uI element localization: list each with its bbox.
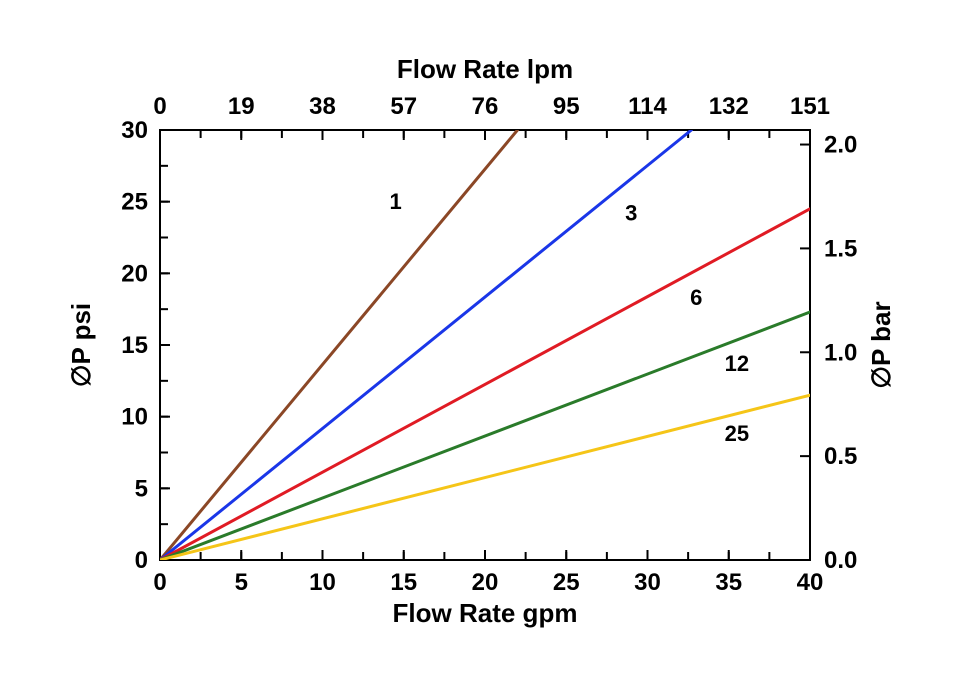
series-label-6: 6 — [690, 285, 702, 310]
x-top-tick-label: 132 — [709, 93, 749, 120]
y-right-title: ∅P bar — [866, 301, 896, 388]
y-left-tick-label: 10 — [121, 404, 148, 431]
x-bottom-tick-label: 25 — [553, 569, 580, 596]
x-top-tick-label: 76 — [472, 93, 499, 120]
y-left-tick-label: 25 — [121, 189, 148, 216]
chart-container: 0510152025303540Flow Rate gpm01938577695… — [0, 0, 954, 678]
x-top-tick-label: 57 — [390, 93, 417, 120]
y-left-tick-label: 20 — [121, 260, 148, 287]
y-right-tick-label: 1.5 — [824, 235, 857, 262]
x-top-tick-label: 19 — [228, 93, 255, 120]
y-right-tick-label: 0.0 — [824, 547, 857, 574]
x-bottom-tick-label: 20 — [472, 569, 499, 596]
x-bottom-tick-label: 15 — [390, 569, 417, 596]
x-bottom-tick-label: 40 — [797, 569, 824, 596]
x-bottom-tick-label: 0 — [153, 569, 166, 596]
x-bottom-tick-label: 5 — [235, 569, 248, 596]
series-label-1: 1 — [390, 189, 402, 214]
y-right-tick-label: 0.5 — [824, 443, 857, 470]
y-left-tick-label: 0 — [135, 547, 148, 574]
x-bottom-tick-label: 30 — [634, 569, 661, 596]
series-label-3: 3 — [625, 200, 637, 225]
x-bottom-title: Flow Rate gpm — [393, 598, 578, 628]
x-bottom-tick-label: 10 — [309, 569, 336, 596]
x-top-tick-label: 151 — [790, 93, 830, 120]
y-left-tick-label: 5 — [135, 475, 148, 502]
y-left-title: ∅P psi — [66, 303, 96, 387]
x-top-tick-label: 95 — [553, 93, 580, 120]
y-right-tick-label: 1.0 — [824, 339, 857, 366]
x-top-tick-label: 114 — [628, 93, 667, 120]
y-right-tick-label: 2.0 — [824, 132, 857, 159]
x-top-tick-label: 0 — [153, 93, 166, 120]
y-left-tick-label: 15 — [121, 332, 148, 359]
chart-svg: 0510152025303540Flow Rate gpm01938577695… — [0, 0, 954, 678]
series-label-12: 12 — [725, 351, 749, 376]
x-top-tick-label: 38 — [309, 93, 336, 120]
x-top-title: Flow Rate lpm — [397, 54, 573, 84]
x-bottom-tick-label: 35 — [715, 569, 742, 596]
series-label-25: 25 — [725, 421, 749, 446]
y-left-tick-label: 30 — [121, 117, 148, 144]
